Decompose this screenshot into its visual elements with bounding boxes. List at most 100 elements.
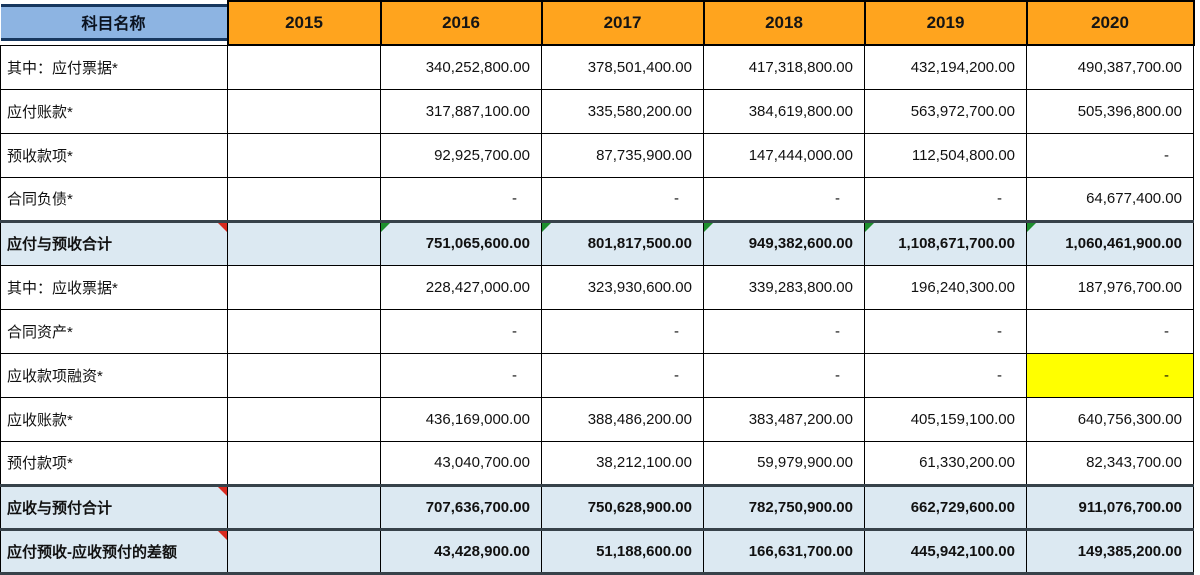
row-label-cell[interactable]: 预收款项* bbox=[0, 132, 228, 178]
value-cell[interactable]: 112,504,800.00 bbox=[864, 132, 1027, 178]
value-cell[interactable]: - bbox=[1026, 352, 1194, 398]
row-label-cell[interactable]: 其中：应收票据* bbox=[0, 264, 228, 310]
value-cell[interactable]: - bbox=[703, 308, 865, 354]
value-cell[interactable]: 445,942,100.00 bbox=[864, 527, 1027, 575]
value-cell[interactable] bbox=[227, 264, 381, 310]
value-cell[interactable]: 1,060,461,900.00 bbox=[1026, 219, 1194, 266]
formula-flag-icon bbox=[865, 224, 874, 232]
value-cell[interactable]: - bbox=[541, 176, 704, 222]
table-row: 应付预收-应收预付的差额 43,428,900.00 51,188,600.00 16… bbox=[0, 527, 1194, 575]
value-cell[interactable] bbox=[227, 352, 381, 398]
value-cell[interactable]: 82,343,700.00 bbox=[1026, 440, 1194, 486]
value-cell[interactable]: 147,444,000.00 bbox=[703, 132, 865, 178]
cell-value: 563,972,700.00 bbox=[910, 102, 1015, 120]
value-cell[interactable]: 339,283,800.00 bbox=[703, 264, 865, 310]
value-cell[interactable] bbox=[227, 219, 381, 266]
value-cell[interactable]: 64,677,400.00 bbox=[1026, 176, 1194, 222]
value-cell[interactable]: 384,619,800.00 bbox=[703, 88, 865, 134]
value-cell[interactable]: 323,930,600.00 bbox=[541, 264, 704, 310]
header-cell-2017[interactable]: 2017 bbox=[540, 0, 705, 46]
value-cell[interactable]: 43,040,700.00 bbox=[380, 440, 542, 486]
row-label-cell[interactable]: 其中：应付票据* bbox=[0, 44, 228, 90]
value-cell[interactable]: - bbox=[703, 176, 865, 222]
value-cell[interactable]: 92,925,700.00 bbox=[380, 132, 542, 178]
row-label-cell[interactable]: 应收与预付合计 bbox=[0, 483, 228, 530]
value-cell[interactable]: 707,636,700.00 bbox=[380, 483, 542, 530]
value-cell[interactable]: 432,194,200.00 bbox=[864, 44, 1027, 90]
value-cell[interactable]: 490,387,700.00 bbox=[1026, 44, 1194, 90]
value-cell[interactable]: - bbox=[703, 352, 865, 398]
value-cell[interactable]: 43,428,900.00 bbox=[380, 527, 542, 575]
value-cell[interactable] bbox=[227, 88, 381, 134]
value-cell[interactable]: 340,252,800.00 bbox=[380, 44, 542, 90]
value-cell[interactable]: 149,385,200.00 bbox=[1026, 527, 1194, 575]
row-label-cell[interactable]: 预付款项* bbox=[0, 440, 228, 486]
row-label-cell[interactable]: 应付预收-应收预付的差额 bbox=[0, 527, 228, 575]
value-cell[interactable]: 228,427,000.00 bbox=[380, 264, 542, 310]
cell-value: 335,580,200.00 bbox=[587, 102, 692, 120]
value-cell[interactable] bbox=[227, 308, 381, 354]
value-cell[interactable] bbox=[227, 132, 381, 178]
header-cell-2015[interactable]: 2015 bbox=[226, 0, 382, 46]
value-cell[interactable]: 662,729,600.00 bbox=[864, 483, 1027, 530]
value-cell[interactable]: 1,108,671,700.00 bbox=[864, 219, 1027, 266]
row-label-cell[interactable]: 应收款项融资* bbox=[0, 352, 228, 398]
value-cell[interactable]: - bbox=[541, 352, 704, 398]
table-row: 其中：应付票据* 340,252,800.00 378,501,400.00 417,… bbox=[0, 44, 1194, 90]
value-cell[interactable]: 61,330,200.00 bbox=[864, 440, 1027, 486]
value-cell[interactable]: - bbox=[864, 308, 1027, 354]
value-cell[interactable]: - bbox=[380, 308, 542, 354]
row-label-cell[interactable]: 合同资产* bbox=[0, 308, 228, 354]
value-cell[interactable]: - bbox=[1026, 308, 1194, 354]
value-cell[interactable]: - bbox=[380, 176, 542, 222]
value-cell[interactable]: 38,212,100.00 bbox=[541, 440, 704, 486]
value-cell[interactable]: - bbox=[864, 352, 1027, 398]
value-cell[interactable] bbox=[227, 44, 381, 90]
value-cell[interactable]: 417,318,800.00 bbox=[703, 44, 865, 90]
cell-value: - bbox=[674, 322, 679, 340]
row-label-cell[interactable]: 合同负债* bbox=[0, 176, 228, 222]
value-cell[interactable]: 51,188,600.00 bbox=[541, 527, 704, 575]
value-cell[interactable]: 405,159,100.00 bbox=[864, 396, 1027, 442]
row-label-cell[interactable]: 应付与预收合计 bbox=[0, 219, 228, 266]
value-cell[interactable]: 166,631,700.00 bbox=[703, 527, 865, 575]
value-cell[interactable]: 751,065,600.00 bbox=[380, 219, 542, 266]
value-cell[interactable]: 436,169,000.00 bbox=[380, 396, 542, 442]
value-cell[interactable]: 782,750,900.00 bbox=[703, 483, 865, 530]
value-cell[interactable]: 949,382,600.00 bbox=[703, 219, 865, 266]
cell-value: - bbox=[674, 190, 679, 207]
header-cell-2016[interactable]: 2016 bbox=[379, 0, 543, 46]
value-cell[interactable]: 801,817,500.00 bbox=[541, 219, 704, 266]
cell-value: 43,040,700.00 bbox=[434, 454, 530, 471]
value-cell[interactable]: 335,580,200.00 bbox=[541, 88, 704, 134]
value-cell[interactable]: 383,487,200.00 bbox=[703, 396, 865, 442]
value-cell[interactable] bbox=[227, 527, 381, 575]
value-cell[interactable]: 187,976,700.00 bbox=[1026, 264, 1194, 310]
value-cell[interactable]: - bbox=[380, 352, 542, 398]
value-cell[interactable]: - bbox=[864, 176, 1027, 222]
value-cell[interactable]: 911,076,700.00 bbox=[1026, 483, 1194, 530]
value-cell[interactable]: - bbox=[541, 308, 704, 354]
value-cell[interactable] bbox=[227, 176, 381, 222]
value-cell[interactable]: - bbox=[1026, 132, 1194, 178]
value-cell[interactable] bbox=[227, 483, 381, 530]
value-cell[interactable] bbox=[227, 396, 381, 442]
value-cell[interactable]: 196,240,300.00 bbox=[864, 264, 1027, 310]
header-cell-2018[interactable]: 2018 bbox=[702, 0, 866, 46]
value-cell[interactable]: 388,486,200.00 bbox=[541, 396, 704, 442]
header-cell-2019[interactable]: 2019 bbox=[863, 0, 1028, 46]
value-cell[interactable]: 750,628,900.00 bbox=[541, 483, 704, 530]
value-cell[interactable]: 563,972,700.00 bbox=[864, 88, 1027, 134]
header-cell-subject[interactable]: 科目名称 bbox=[0, 1, 229, 46]
value-cell[interactable]: 87,735,900.00 bbox=[541, 132, 704, 178]
value-cell[interactable]: 317,887,100.00 bbox=[380, 88, 542, 134]
cell-value: 388,486,200.00 bbox=[587, 410, 692, 428]
value-cell[interactable]: 505,396,800.00 bbox=[1026, 88, 1194, 134]
value-cell[interactable]: 378,501,400.00 bbox=[541, 44, 704, 90]
value-cell[interactable]: 640,756,300.00 bbox=[1026, 396, 1194, 442]
value-cell[interactable] bbox=[227, 440, 381, 486]
row-label-cell[interactable]: 应付账款* bbox=[0, 88, 228, 134]
value-cell[interactable]: 59,979,900.00 bbox=[703, 440, 865, 486]
header-cell-2020[interactable]: 2020 bbox=[1025, 0, 1195, 46]
row-label-cell[interactable]: 应收账款* bbox=[0, 396, 228, 442]
